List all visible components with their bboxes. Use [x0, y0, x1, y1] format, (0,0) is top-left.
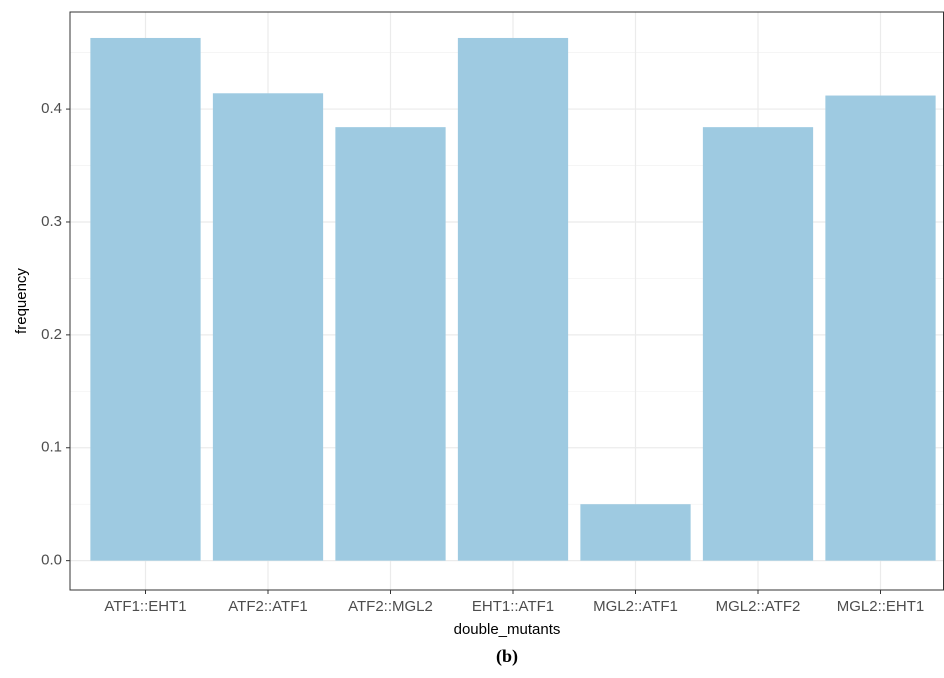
x-tick-label: MGL2::EHT1 [837, 598, 925, 615]
bar [457, 37, 569, 561]
x-tick-label: ATF1::EHT1 [104, 598, 186, 615]
x-tick-label: MGL2::ATF1 [593, 598, 678, 615]
x-tick-label: ATF2::ATF1 [228, 598, 307, 615]
y-tick-label: 0.1 [41, 439, 62, 456]
y-axis-title: frequency [13, 268, 30, 334]
y-tick-label: 0.0 [41, 552, 62, 569]
x-axis-title: double_mutants [454, 621, 561, 638]
bar [212, 93, 324, 561]
bar [90, 37, 201, 561]
caption: (b) [496, 646, 518, 667]
bar [825, 95, 936, 561]
bar [702, 127, 814, 561]
x-tick-label: EHT1::ATF1 [472, 598, 554, 615]
y-tick-label: 0.3 [41, 213, 62, 230]
y-tick-label: 0.4 [41, 100, 62, 117]
x-tick-label: MGL2::ATF2 [716, 598, 801, 615]
bar [580, 504, 691, 561]
y-tick-label: 0.2 [41, 326, 62, 343]
bar [335, 127, 446, 561]
x-tick-label: ATF2::MGL2 [348, 598, 433, 615]
